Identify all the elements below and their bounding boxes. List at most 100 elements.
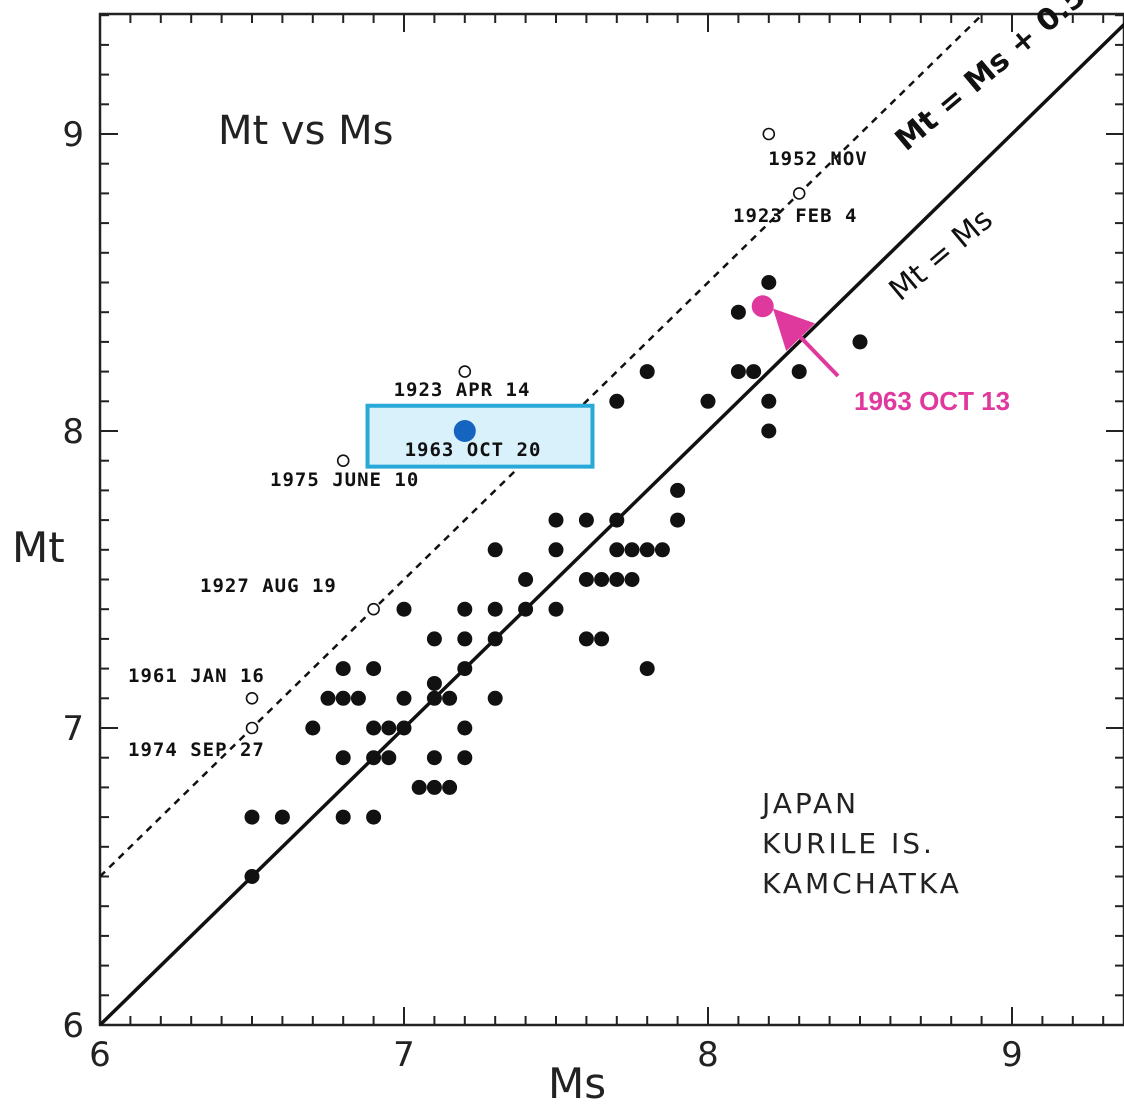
point-annotation: 1974 SEP 27: [128, 739, 265, 761]
data-point: [426, 675, 442, 691]
data-point: [350, 690, 366, 706]
data-point: [411, 779, 427, 795]
highlight-point-1963-oct-20: [453, 420, 476, 442]
chart-title: Mt vs Ms: [218, 108, 394, 154]
x-tick-label: 6: [89, 1035, 111, 1075]
x-tick-label: 8: [697, 1035, 719, 1075]
point-annotation: 1927 AUG 19: [200, 575, 337, 597]
data-point: [518, 572, 534, 587]
data-point: [396, 690, 412, 706]
x-tick-label: 7: [393, 1035, 415, 1075]
data-point: [457, 631, 473, 647]
data-points: [244, 127, 868, 884]
data-point-open: [367, 602, 380, 616]
data-point: [761, 423, 777, 439]
data-point: [335, 809, 351, 825]
data-point: [396, 601, 412, 617]
data-point: [609, 572, 625, 587]
data-point-open: [245, 721, 259, 735]
data-point: [548, 542, 564, 558]
y-axis-title: Mt: [12, 523, 65, 572]
data-point: [624, 542, 640, 558]
data-point: [487, 601, 503, 617]
x-axis-title: Ms: [548, 1059, 606, 1108]
y-tick-label: 7: [62, 709, 84, 749]
data-point: [366, 750, 382, 766]
data-point: [791, 364, 807, 380]
region-label-line: KURILE IS.: [762, 827, 935, 860]
point-annotation: 1975 JUNE 10: [270, 469, 419, 491]
data-point: [457, 661, 473, 677]
data-point: [366, 661, 382, 677]
data-point: [457, 750, 473, 766]
data-point: [548, 512, 564, 528]
data-point-open: [245, 691, 259, 705]
tick-labels: 6 7 8 9 6 7 8 9: [62, 115, 1022, 1075]
point-annotation: 1961 JAN 16: [128, 665, 265, 687]
data-point: [578, 631, 594, 647]
line-labels: Mt = Ms Mt = Ms + 0.5: [883, 0, 1093, 308]
y-tick-label: 9: [62, 115, 84, 155]
data-point: [670, 512, 686, 528]
data-point: [381, 750, 397, 766]
data-point: [457, 720, 473, 736]
data-point: [426, 690, 442, 706]
data-point: [654, 542, 670, 558]
data-point: [426, 631, 442, 647]
data-point: [639, 542, 655, 558]
data-point: [335, 690, 351, 706]
data-point: [396, 720, 412, 736]
line-label-mt-eq-ms-plus-half: Mt = Ms + 0.5: [889, 0, 1093, 158]
point-annotations: 1952 NOV 1923 FEB 4 1923 APR 14 1963 OCT 20…: [128, 148, 1010, 761]
data-point: [487, 690, 503, 706]
data-point: [244, 809, 260, 825]
region-label-line: KAMCHATKA: [762, 867, 962, 900]
point-annotation: 1952 NOV: [768, 148, 868, 170]
data-point: [335, 661, 351, 677]
tick-marks: [99, 14, 1124, 1026]
data-point: [274, 809, 290, 825]
x-tick-label: 9: [1001, 1035, 1023, 1075]
data-point: [578, 572, 594, 587]
data-point: [487, 631, 503, 647]
arrow-1963-oct-13: [772, 308, 840, 378]
y-tick-label: 6: [62, 1006, 84, 1046]
data-point: [381, 720, 397, 736]
data-point: [518, 601, 534, 617]
data-point: [609, 512, 625, 528]
data-point: [426, 779, 442, 795]
data-point: [746, 364, 762, 380]
data-point: [457, 601, 473, 617]
point-annotation: 1963 OCT 20: [405, 439, 542, 461]
data-point: [852, 334, 868, 350]
data-point: [335, 750, 351, 766]
data-point: [366, 809, 382, 825]
region-label-line: JAPAN: [760, 787, 859, 820]
line-label-mt-eq-ms: Mt = Ms: [883, 202, 1000, 308]
data-point: [624, 572, 640, 587]
data-point: [426, 750, 442, 766]
data-point: [578, 512, 594, 528]
highlight-box-1963-oct-20: [365, 403, 595, 469]
data-point-open: [458, 365, 472, 378]
data-point: [730, 364, 746, 380]
region-label: JAPAN KURILE IS. KAMCHATKA: [760, 787, 962, 900]
data-point: [761, 393, 777, 409]
label-1963-oct-13: 1963 OCT 13: [854, 386, 1010, 416]
data-point: [244, 869, 260, 884]
highlight-layer: [365, 403, 595, 469]
data-point: [761, 275, 777, 290]
data-point: [730, 304, 746, 320]
data-point: [442, 779, 458, 795]
highlight-point-1963-oct-13: [751, 295, 774, 318]
data-point: [700, 393, 716, 409]
data-point: [609, 393, 625, 409]
data-point: [548, 601, 564, 617]
data-point: [320, 690, 336, 706]
point-annotation: 1923 FEB 4: [733, 205, 857, 227]
data-point: [442, 690, 458, 706]
data-point: [670, 482, 686, 498]
y-tick-label: 8: [62, 412, 84, 452]
data-point: [594, 572, 610, 587]
